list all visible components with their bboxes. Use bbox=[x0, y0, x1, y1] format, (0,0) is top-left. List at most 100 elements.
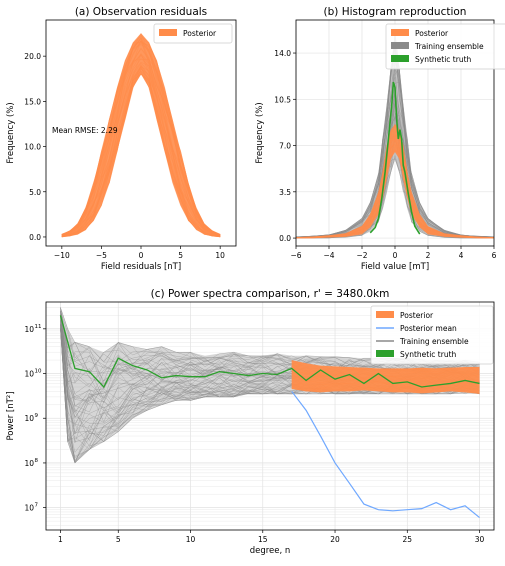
legend-label-synthetic-truth: Synthetic truth bbox=[415, 55, 472, 64]
y-tick-label: 10.0 bbox=[24, 143, 41, 152]
ensemble-member-line bbox=[60, 312, 480, 407]
x-tick-label: 10 bbox=[186, 535, 196, 544]
y-tick-exponent: 9 bbox=[35, 413, 39, 419]
ensemble-member-line bbox=[60, 328, 480, 457]
x-tick-label: 30 bbox=[475, 535, 485, 544]
legend-swatch-training-ensemble bbox=[391, 42, 409, 49]
legend-label-posterior: Posterior bbox=[183, 29, 217, 38]
y-tick-label: 14.0 bbox=[274, 49, 291, 58]
chart-histogram-reproduction: −6 −4 −2 0 2 4 6 0.0 3.5 7.0 10.5 14.0 (b) Histogram… bbox=[255, 6, 505, 272]
y-tick-label: 10 bbox=[24, 325, 34, 334]
legend-box bbox=[153, 23, 233, 44]
y-tick-label: 10 bbox=[24, 459, 34, 468]
x-tick-label: 0 bbox=[139, 251, 144, 260]
x-tick-label: 15 bbox=[258, 535, 268, 544]
legend-box bbox=[370, 305, 494, 365]
posterior-band bbox=[61, 33, 221, 237]
ensemble-member-line bbox=[296, 150, 494, 239]
plot-area bbox=[296, 20, 494, 246]
legend-box bbox=[385, 23, 505, 70]
ensemble-member-line bbox=[291, 384, 480, 395]
ensemble-member-line bbox=[61, 62, 221, 237]
x-tick-label: −10 bbox=[54, 251, 70, 260]
ensemble-member-line bbox=[60, 327, 480, 425]
ensemble-member-line bbox=[296, 148, 494, 239]
y-tick-label: 10.5 bbox=[274, 95, 291, 104]
y-tick-label: 0.0 bbox=[279, 234, 291, 243]
legend: Posterior Training ensemble Synthetic trut… bbox=[385, 23, 505, 70]
legend-label-posterior-mean: Posterior mean bbox=[400, 324, 457, 333]
y-tick-label: 10 bbox=[24, 370, 34, 379]
legend-label-posterior: Posterior bbox=[415, 29, 449, 38]
legend: Posterior Posterior mean Training ensemble… bbox=[370, 305, 494, 365]
y-tick-exponent: 11 bbox=[35, 324, 42, 330]
legend-swatch-synthetic-truth bbox=[376, 350, 394, 357]
legend-swatch-posterior bbox=[159, 29, 177, 36]
legend-swatch-posterior bbox=[391, 29, 409, 36]
y-axis-label: Frequency (%) bbox=[6, 102, 16, 163]
x-tick-label: 20 bbox=[330, 535, 340, 544]
legend-label-training-ensemble: Training ensemble bbox=[414, 42, 484, 51]
ensemble-member-line bbox=[60, 328, 480, 463]
y-tick-exponent: 10 bbox=[35, 369, 42, 375]
x-tick-label: 25 bbox=[403, 535, 413, 544]
y-tick-label: 5.0 bbox=[29, 188, 41, 197]
x-tick-label: −5 bbox=[96, 251, 107, 260]
x-axis-label: degree, n bbox=[250, 546, 291, 556]
legend-label-training-ensemble: Training ensemble bbox=[399, 337, 469, 346]
ensemble-member-line bbox=[291, 367, 480, 380]
ensemble-member-line bbox=[296, 123, 494, 238]
chart-title: (b) Histogram reproduction bbox=[324, 6, 467, 18]
ensemble-member-line bbox=[61, 53, 221, 237]
y-tick-exponent: 8 bbox=[35, 458, 39, 464]
ensemble-member-line bbox=[291, 383, 480, 393]
legend-swatch-synthetic-truth bbox=[391, 55, 409, 62]
x-tick-label: 4 bbox=[459, 251, 464, 260]
y-tick-label: 20.0 bbox=[24, 52, 41, 61]
ensemble-member-line bbox=[291, 374, 480, 387]
chart-title: (a) Observation residuals bbox=[75, 6, 207, 18]
y-axis-label: Frequency (%) bbox=[255, 102, 265, 163]
ensemble-member-line bbox=[296, 135, 494, 239]
x-tick-label: 5 bbox=[178, 251, 183, 260]
x-tick-label: 10 bbox=[215, 251, 225, 260]
x-axis-label: Field residuals [nT] bbox=[101, 262, 181, 272]
y-tick-label: 3.5 bbox=[279, 188, 291, 197]
synthetic-truth-line bbox=[369, 81, 421, 235]
x-tick-label: 5 bbox=[116, 535, 121, 544]
legend-swatch-posterior bbox=[376, 311, 394, 318]
ensemble-member-line bbox=[60, 310, 480, 374]
training-ensemble-band bbox=[60, 307, 480, 463]
annotation-mean-rmse: Mean RMSE: 2.29 bbox=[52, 126, 118, 135]
x-tick-label: −4 bbox=[323, 251, 334, 260]
legend-label-posterior: Posterior bbox=[400, 311, 434, 320]
x-tick-label: −6 bbox=[290, 251, 301, 260]
y-tick-label: 0.0 bbox=[29, 233, 41, 242]
ensemble-member-line bbox=[291, 364, 480, 375]
ensemble-member-line bbox=[291, 372, 480, 380]
ensemble-member-line bbox=[291, 382, 480, 391]
x-tick-label: −2 bbox=[356, 251, 367, 260]
x-axis-label: Field value [mT] bbox=[361, 262, 429, 272]
legend-label-synthetic-truth: Synthetic truth bbox=[400, 350, 457, 359]
ensemble-member-line bbox=[296, 154, 494, 239]
x-tick-label: 1 bbox=[58, 535, 63, 544]
x-tick-label: 6 bbox=[492, 251, 497, 260]
legend: Posterior bbox=[153, 23, 233, 44]
y-tick-label: 7.0 bbox=[279, 142, 291, 151]
x-tick-label: 2 bbox=[426, 251, 431, 260]
axes-frame bbox=[45, 301, 495, 531]
y-tick-label: 10 bbox=[24, 504, 34, 513]
y-axis-label: Power [nT²] bbox=[6, 391, 16, 440]
x-tick-label: 0 bbox=[393, 251, 398, 260]
chart-observation-residuals: −10 −5 0 5 10 0.0 5.0 10.0 15.0 20.0 (a) Observati… bbox=[6, 6, 237, 272]
ensemble-member-line bbox=[61, 39, 221, 236]
y-tick-label: 10 bbox=[24, 414, 34, 423]
plot-area bbox=[46, 302, 494, 530]
ensemble-member-line bbox=[61, 37, 221, 236]
posterior-mean-line bbox=[291, 390, 480, 519]
synthetic-truth-line bbox=[59, 315, 480, 389]
ensemble-member-line bbox=[61, 64, 221, 237]
